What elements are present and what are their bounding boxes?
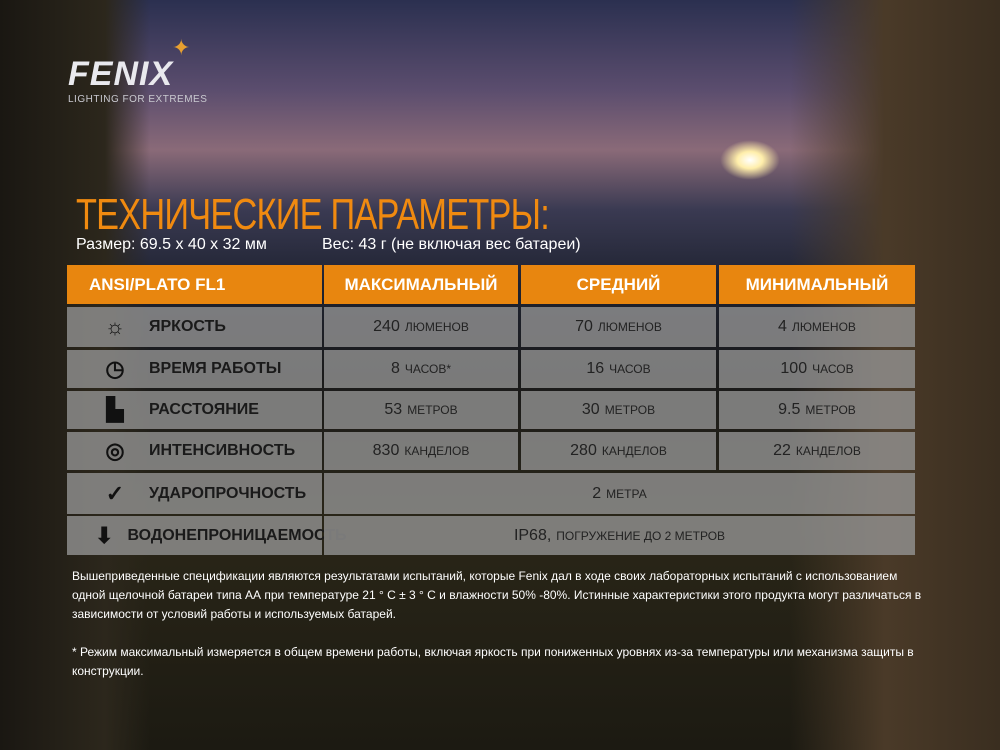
unit: люменов: [404, 320, 469, 334]
row-label: ◷ ВРЕМЯ РАБОТЫ: [67, 350, 322, 388]
target-intensity-icon: ◎: [105, 438, 125, 463]
label-text: РАССТОЯНИЕ: [149, 401, 259, 418]
label-text: УДАРОПРОЧНОСТЬ: [149, 484, 307, 502]
value: 100: [780, 360, 808, 377]
unit: часов*: [404, 362, 452, 376]
value: 240: [373, 318, 400, 335]
value: 53: [384, 401, 403, 418]
star-icon: ✦: [172, 35, 191, 60]
clock-icon: ◷: [105, 356, 125, 381]
header-cell: СРЕДНИЙ: [521, 265, 716, 304]
value: 8: [390, 360, 400, 377]
weight-text: Вес: 43 г (не включая вес батареи): [322, 236, 581, 253]
value-cell: 830 канделов: [324, 432, 518, 470]
row-label: ▙ РАССТОЯНИЕ: [67, 391, 322, 429]
value-cell: 4 люменов: [719, 307, 915, 347]
row-label: ◎ ИНТЕНСИВНОСТЬ: [67, 432, 322, 470]
unit: канделов: [601, 444, 667, 458]
header-cell: МАКСИМАЛЬНЫЙ: [324, 265, 518, 304]
unit: метров: [805, 403, 856, 417]
unit: часов: [609, 362, 651, 376]
headlamp-glow: [720, 140, 780, 180]
header-cell: ANSI/PLATO FL1: [67, 265, 322, 304]
footnote: Вышеприведенные спецификации являются ре…: [72, 569, 922, 621]
value-cell: 22 канделов: [719, 432, 915, 470]
value: 9.5: [778, 401, 801, 418]
value-cell: 9.5 метров: [719, 391, 915, 429]
unit: метра: [606, 486, 647, 501]
value-cell: 8 часов*: [324, 350, 518, 388]
value-cell: 100 часов: [719, 350, 915, 388]
water-icon: ⬇: [95, 522, 114, 548]
unit: канделов: [404, 444, 470, 458]
brand-name: FENIX: [68, 55, 174, 93]
unit: люменов: [791, 320, 856, 334]
unit: люменов: [597, 320, 662, 334]
value-cell: IP68, погружение до 2 метров: [324, 516, 915, 555]
brand-tagline: LIGHTING FOR EXTREMES: [68, 94, 208, 105]
row-label: ✓ УДАРОПРОЧНОСТЬ: [67, 473, 322, 514]
value: 2: [592, 484, 602, 502]
value: 280: [570, 442, 597, 459]
value-cell: 30 метров: [521, 391, 716, 429]
label-text: ВРЕМЯ РАБОТЫ: [149, 360, 282, 377]
unit: погружение до 2 метров: [556, 528, 726, 543]
row-label: ⬇ ВОДОНЕПРОНИЦАЕМОСТЬ: [67, 516, 346, 555]
unit: метров: [407, 403, 458, 417]
unit: часов: [812, 362, 854, 376]
impact-icon: ✓: [105, 480, 125, 506]
beam-distance-icon: ▙: [106, 397, 124, 422]
value-cell: 2 метра: [324, 473, 915, 514]
sun-icon: ☼: [104, 314, 126, 339]
value: IP68,: [513, 526, 552, 544]
row-label: ☼ ЯРКОСТЬ: [67, 307, 322, 347]
value: 70: [575, 318, 593, 335]
header-cell: МИНИМАЛЬНЫЙ: [719, 265, 915, 304]
footnote-asterisk: * Режим максимальный измеряется в общем …: [72, 645, 914, 678]
label-text: ЯРКОСТЬ: [149, 318, 226, 335]
page-title: ТЕХНИЧЕСКИЕ ПАРАМЕТРЫ:: [76, 190, 550, 239]
value: 22: [773, 442, 791, 459]
unit: канделов: [795, 444, 861, 458]
value-cell: 53 метров: [324, 391, 518, 429]
label-text: ВОДОНЕПРОНИЦАЕМОСТЬ: [127, 526, 347, 544]
value: 30: [581, 401, 600, 418]
value-cell: 240 люменов: [324, 307, 518, 347]
value-cell: 16 часов: [521, 350, 716, 388]
size-text: Размер: 69.5 x 40 x 32 мм: [76, 236, 267, 253]
unit: метров: [604, 403, 656, 417]
value: 16: [586, 360, 605, 377]
value: 830: [372, 442, 400, 459]
value-cell: 280 канделов: [521, 432, 716, 470]
fenix-logo: ✦ FENIX LIGHTING FOR EXTREMES: [68, 35, 208, 105]
value: 4: [778, 318, 787, 335]
label-text: ИНТЕНСИВНОСТЬ: [149, 442, 296, 459]
value-cell: 70 люменов: [521, 307, 716, 347]
